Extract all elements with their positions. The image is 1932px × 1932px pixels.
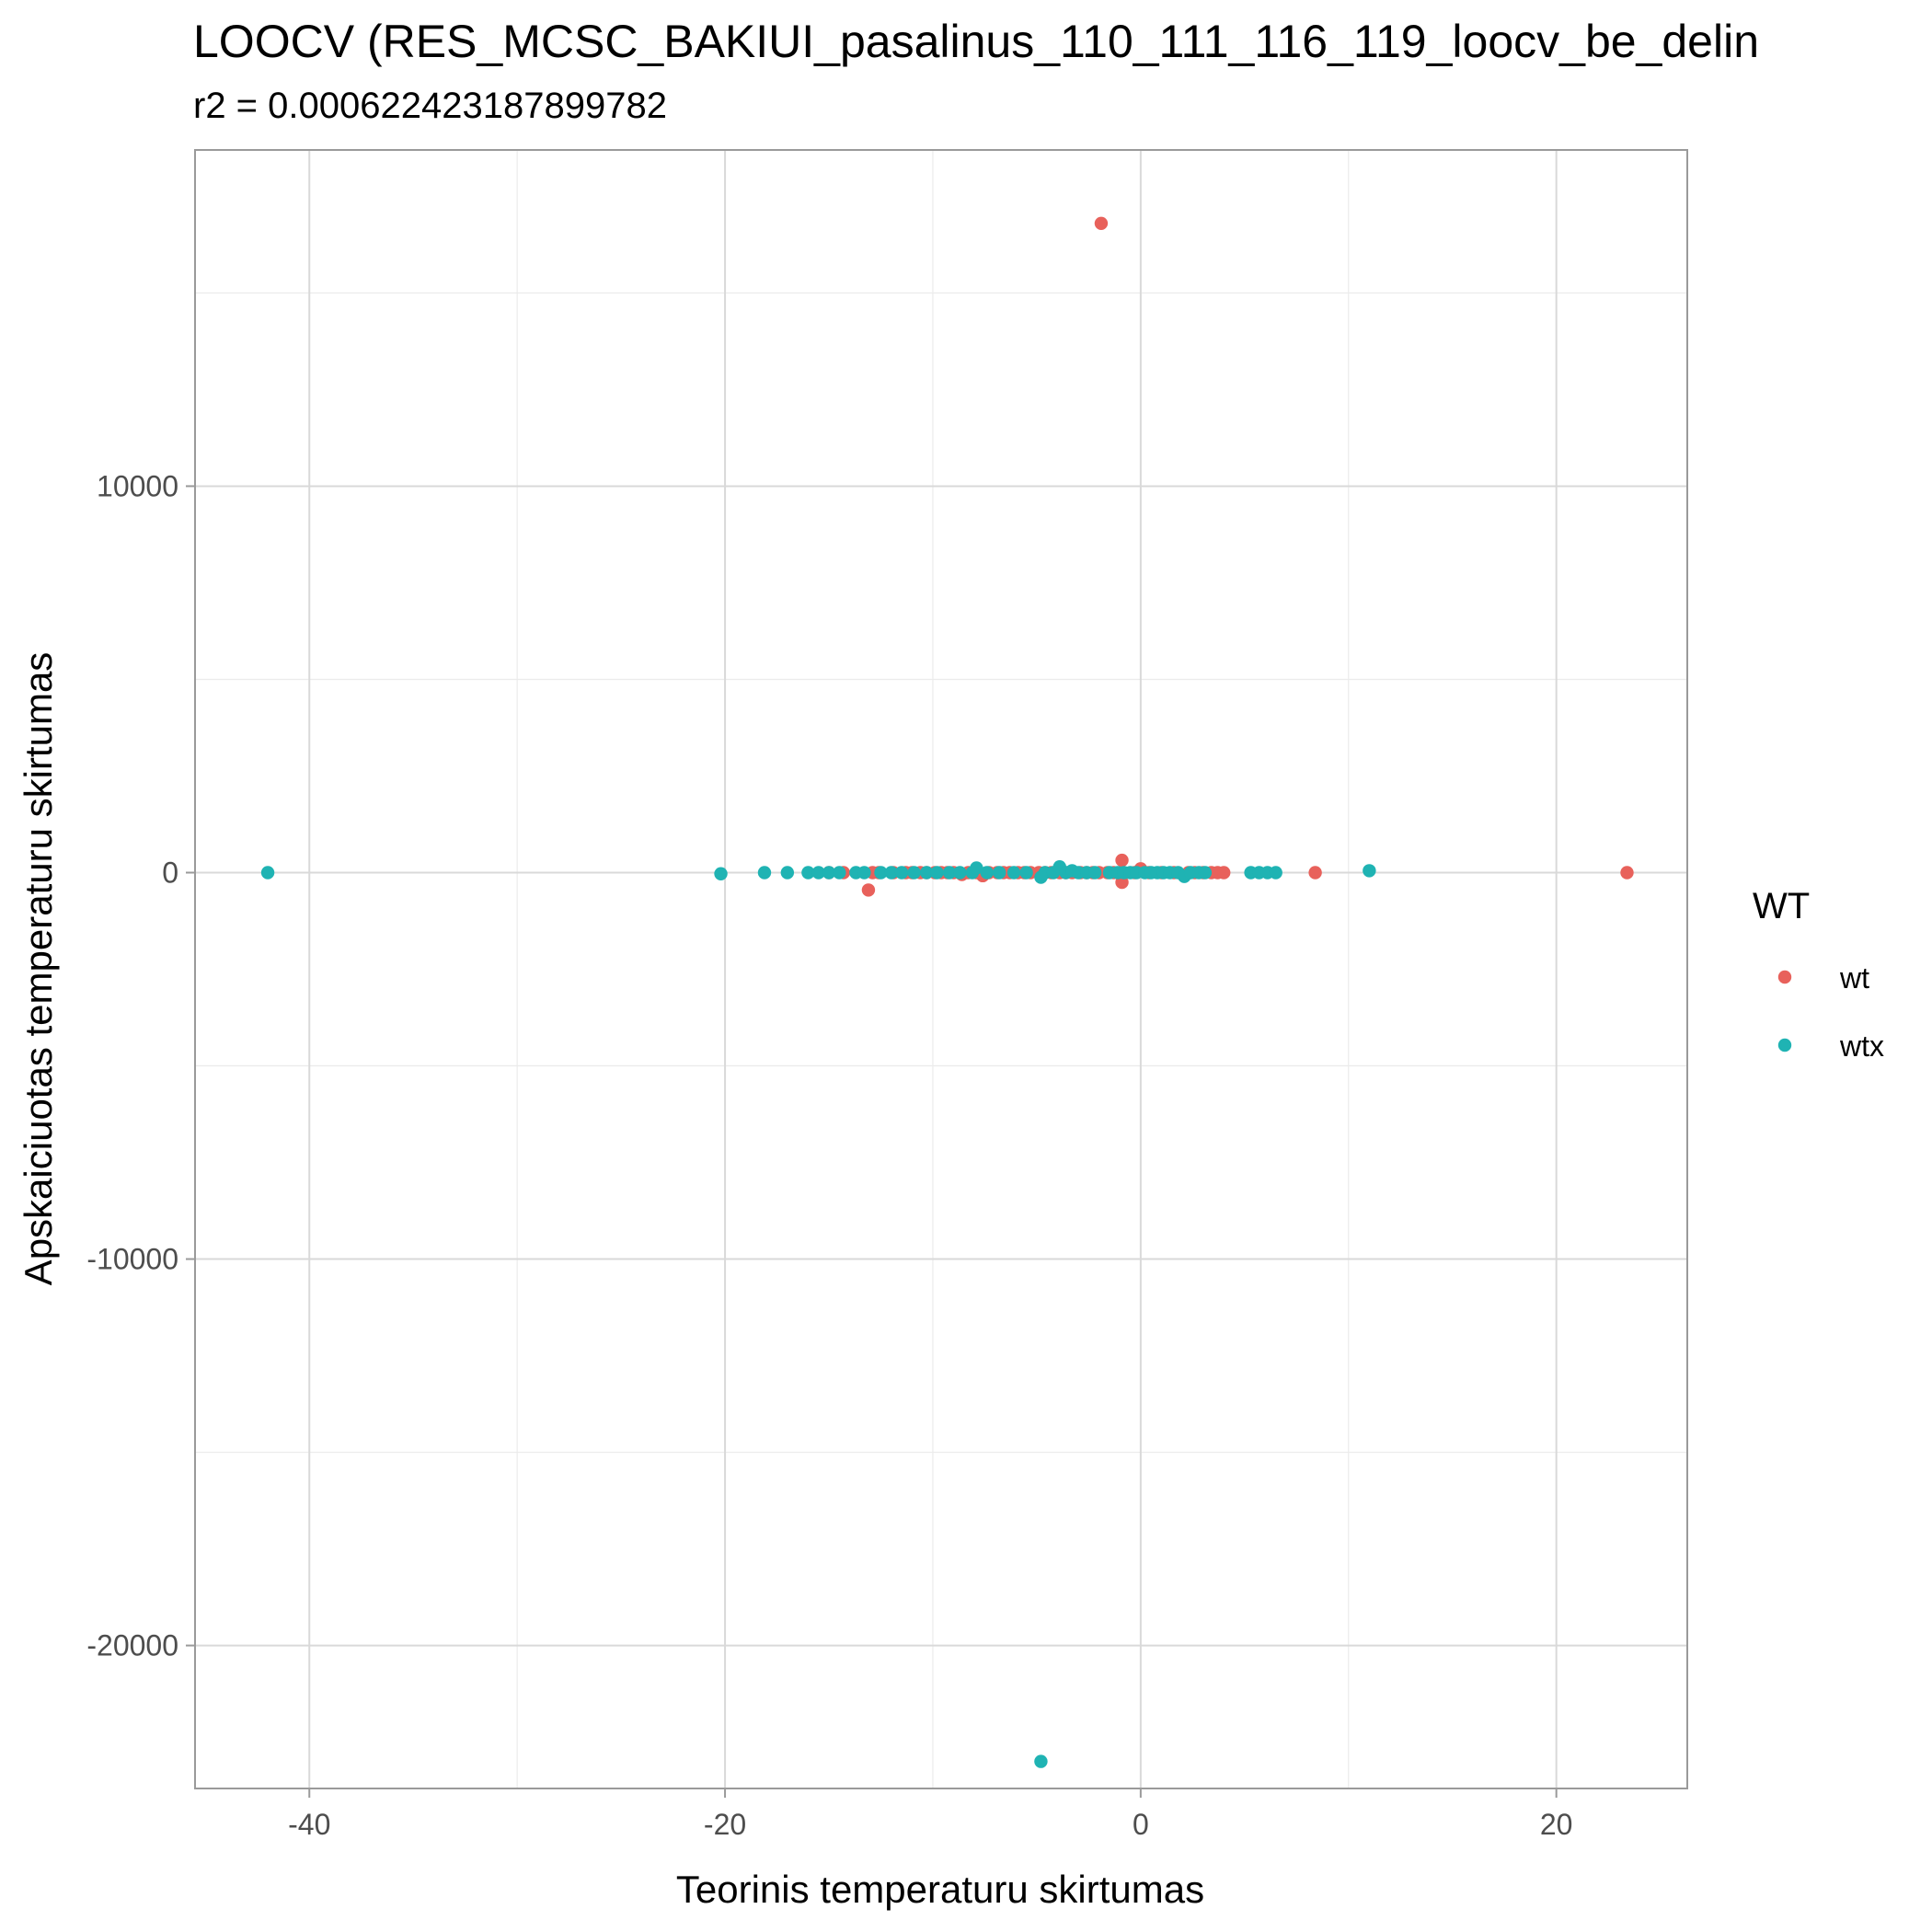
point-wtx	[919, 866, 934, 880]
point-wtx	[884, 866, 898, 880]
point-wt	[1115, 853, 1129, 868]
point-wtx	[833, 866, 846, 880]
point-wtx	[780, 866, 795, 880]
legend: WT wt wtx	[1753, 886, 1884, 1063]
point-wtx	[907, 866, 921, 880]
point-wtx	[801, 866, 815, 880]
y-tick-label: -10000	[86, 1243, 178, 1276]
point-wtx	[874, 866, 888, 880]
point-wtx	[857, 866, 871, 880]
point-wtx	[894, 866, 909, 880]
point-wtx	[822, 866, 836, 880]
legend-title: WT	[1753, 886, 1810, 926]
panel-border	[194, 149, 1688, 1789]
point-wtx	[811, 866, 825, 880]
point-wt	[861, 883, 876, 897]
y-tick-label: -20000	[86, 1629, 178, 1662]
point-wtx	[930, 866, 944, 880]
legend-label-wt: wt	[1839, 961, 1869, 995]
x-tick-label: -20	[704, 1808, 746, 1841]
point-wtx	[942, 866, 957, 880]
legend-key-wt	[1777, 970, 1792, 984]
point-wtx	[1198, 866, 1213, 880]
x-axis: -40 -20 0 20	[288, 1788, 1572, 1841]
y-axis: -20000 -10000 0 10000	[86, 469, 195, 1662]
grid-minor	[195, 150, 1687, 1788]
point-wtx	[1269, 866, 1282, 880]
point-wtx	[260, 866, 275, 880]
chart-title: LOOCV (RES_MCSC_BAKIUI_pasalinus_110_111…	[193, 16, 1759, 67]
point-wtx	[1019, 866, 1033, 880]
x-tick-label: 0	[1133, 1808, 1149, 1841]
plot-panel	[194, 149, 1688, 1789]
chart-subtitle: r2 = 0.000622423187899782	[193, 86, 667, 126]
point-wtx	[757, 866, 772, 880]
point-wt	[1620, 866, 1634, 880]
point-wtx	[1363, 864, 1376, 878]
y-axis-label: Apskaiciuotas temperaturu skirtumas	[17, 652, 60, 1286]
point-wtx	[714, 867, 728, 880]
point-wtx	[1034, 1754, 1048, 1768]
point-wtx	[993, 866, 1006, 880]
point-wt	[1308, 866, 1322, 880]
point-wtx	[953, 866, 967, 880]
point-wtx	[1006, 866, 1021, 880]
point-wt	[1217, 866, 1231, 880]
point-wt	[1094, 216, 1109, 231]
point-wtx	[1087, 866, 1102, 880]
point-wtx	[980, 866, 994, 880]
legend-label-wtx: wtx	[1839, 1029, 1884, 1063]
y-tick-label: 0	[162, 856, 178, 889]
y-tick-label: 10000	[97, 469, 178, 502]
legend-key-wtx	[1777, 1038, 1792, 1052]
data-points	[260, 216, 1634, 1768]
x-axis-label: Teorinis temperaturu skirtumas	[676, 1868, 1204, 1911]
point-wtx	[970, 861, 983, 875]
x-tick-label: -40	[288, 1808, 330, 1841]
x-tick-label: 20	[1540, 1808, 1573, 1841]
